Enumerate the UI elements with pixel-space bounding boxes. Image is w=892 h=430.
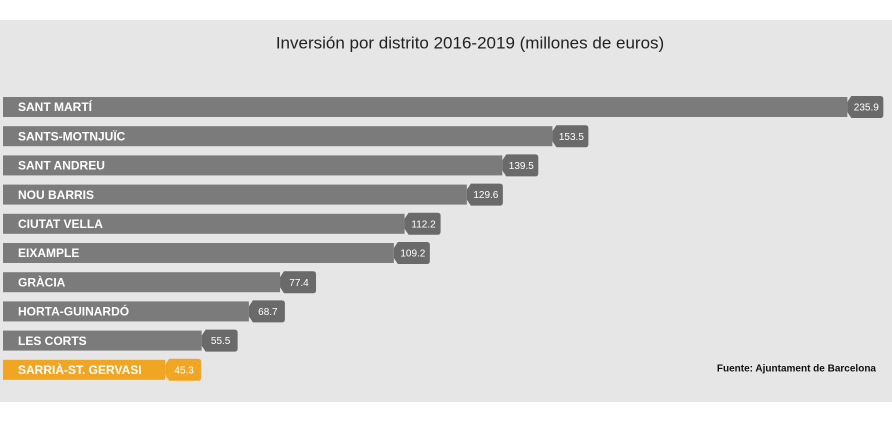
- value-label-box: [280, 271, 317, 294]
- value-label: 153.5: [559, 132, 584, 143]
- value-label-box: [404, 212, 441, 235]
- category-label: SANTS-MOTNJUÏC: [18, 128, 126, 143]
- bar: [3, 126, 553, 147]
- category-label: CIUTAT VELLA: [18, 217, 103, 231]
- value-label-box: [466, 183, 503, 206]
- value-label: 55.5: [211, 336, 231, 347]
- bar: [3, 359, 166, 380]
- category-label: LES CORTS: [18, 334, 87, 348]
- category-label: NOU BARRIS: [18, 188, 94, 202]
- value-label-box: [502, 154, 539, 177]
- bar: [3, 155, 503, 176]
- bar: [3, 272, 281, 293]
- bar: [3, 97, 848, 117]
- category-label: SANT ANDREU: [18, 159, 105, 173]
- category-label: EIXAMPLE: [18, 246, 79, 260]
- value-label: 109.2: [400, 249, 425, 260]
- bar: [3, 301, 249, 322]
- value-label-box: [201, 329, 238, 352]
- value-label: 112.2: [411, 219, 436, 230]
- value-label-box: [393, 242, 430, 264]
- bar: [3, 213, 405, 234]
- value-label: 235.9: [854, 103, 879, 114]
- category-label: SARRIÀ-ST. GERVASI: [18, 362, 142, 377]
- bar: [3, 184, 467, 205]
- category-label: GRÀCIA: [18, 274, 66, 289]
- value-label: 77.4: [289, 278, 309, 289]
- source-note: Fuente: Ajuntament de Barcelona: [717, 364, 877, 375]
- value-label: 139.5: [509, 161, 534, 172]
- bar: [3, 243, 394, 263]
- chart-title: Inversión por distrito 2016-2019 (millon…: [276, 33, 664, 52]
- value-label-box: [552, 125, 589, 148]
- bar: [3, 330, 202, 351]
- value-label-box: [847, 96, 884, 118]
- value-label: 45.3: [174, 365, 194, 376]
- category-label: HORTA-GUINARDÓ: [18, 304, 129, 319]
- value-label-box: [248, 300, 285, 323]
- value-label: 129.6: [473, 190, 498, 201]
- value-label: 68.7: [258, 307, 278, 318]
- category-label: SANT MARTÍ: [18, 99, 93, 114]
- value-label-box: [165, 358, 202, 381]
